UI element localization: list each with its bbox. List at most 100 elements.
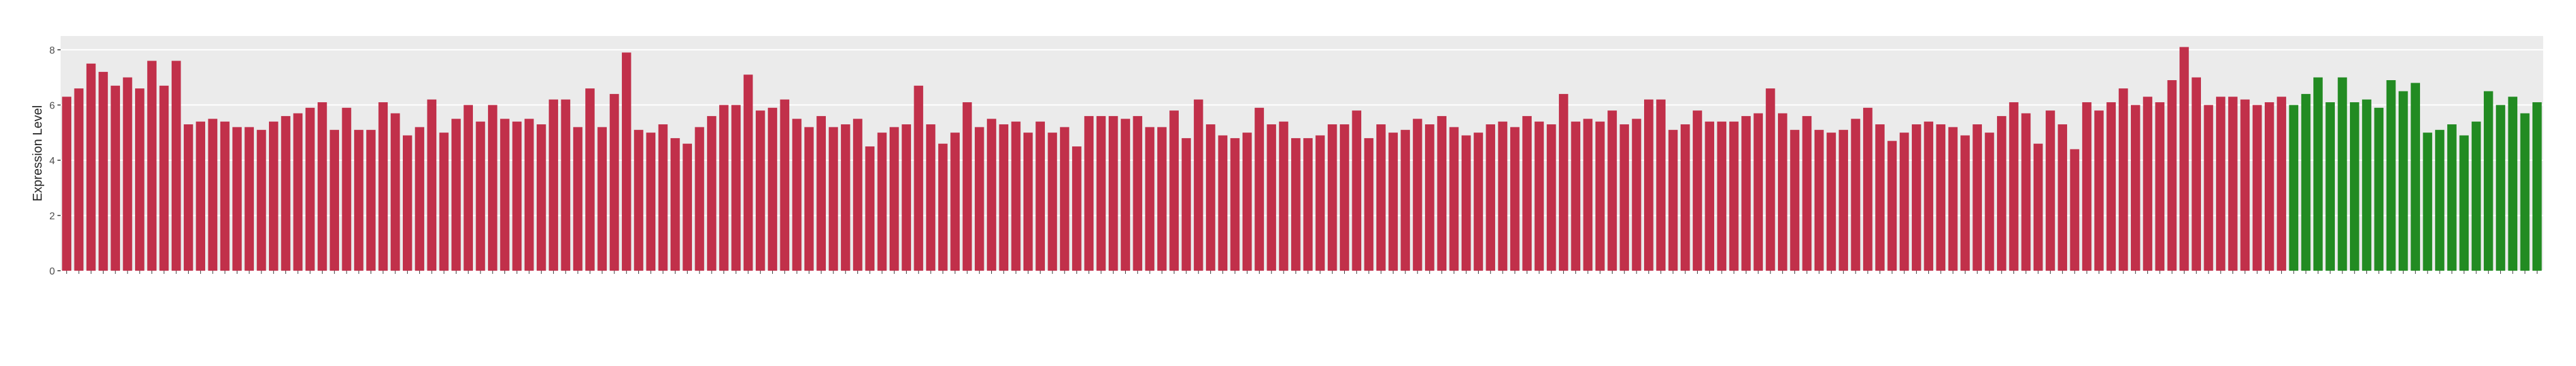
y-axis-label: Expression Level	[31, 105, 45, 201]
bar	[342, 107, 352, 271]
bar	[1474, 133, 1483, 271]
bar	[220, 121, 230, 271]
bar	[184, 124, 193, 271]
y-tick-label: 4	[49, 156, 55, 167]
bar	[1741, 115, 1751, 271]
bar	[1972, 124, 1983, 271]
bar	[1875, 124, 1885, 271]
bar	[2508, 97, 2518, 271]
bar	[755, 110, 765, 271]
bar	[1729, 121, 1739, 271]
bar	[938, 143, 948, 271]
bar	[293, 113, 303, 271]
bar	[305, 107, 315, 271]
bar	[609, 93, 619, 271]
bar	[1412, 119, 1422, 271]
bar	[671, 138, 680, 271]
bar	[1607, 110, 1617, 271]
bar	[1996, 115, 2007, 271]
bar	[1924, 121, 1933, 271]
bar	[1534, 121, 1544, 271]
bar	[2325, 102, 2335, 271]
bar	[2240, 99, 2250, 271]
bar	[2362, 99, 2371, 271]
bar	[1230, 138, 1240, 271]
bar	[1863, 107, 1873, 271]
bar	[2228, 97, 2238, 271]
bar	[2203, 105, 2214, 271]
bar	[1267, 124, 1277, 271]
bar	[1218, 135, 1228, 271]
bar	[122, 77, 133, 271]
bar	[1047, 133, 1058, 271]
bar	[914, 85, 924, 271]
bar	[1559, 93, 1568, 271]
bar	[2423, 133, 2433, 271]
bar	[974, 127, 984, 271]
bar	[1498, 121, 1508, 271]
bar	[1364, 138, 1374, 271]
bar	[1753, 113, 1763, 271]
bar	[62, 97, 71, 271]
bar	[268, 121, 278, 271]
bar	[1011, 121, 1021, 271]
bar	[1400, 129, 1410, 271]
bar	[390, 113, 400, 271]
bar	[1802, 115, 1812, 271]
bar	[232, 127, 242, 271]
bar	[1546, 124, 1556, 271]
bar	[196, 121, 205, 271]
bar	[1449, 127, 1459, 271]
bar	[1291, 138, 1301, 271]
bar	[804, 127, 814, 271]
bar	[987, 119, 996, 271]
bar	[1340, 124, 1349, 271]
bar	[1717, 121, 1727, 271]
bar	[999, 124, 1009, 271]
bar	[1121, 119, 1130, 271]
bar	[926, 124, 936, 271]
bar	[1169, 110, 1179, 271]
y-tick-label: 6	[49, 100, 55, 111]
y-tick-label: 0	[49, 266, 55, 277]
bar	[646, 133, 656, 271]
bar	[2447, 124, 2457, 271]
bar	[2094, 110, 2104, 271]
bar	[1643, 99, 1654, 271]
bar	[402, 135, 412, 271]
bar	[2046, 110, 2055, 271]
bar	[281, 115, 290, 271]
bar	[2058, 124, 2067, 271]
bar	[1571, 121, 1581, 271]
bar	[1206, 124, 1215, 271]
bar	[2471, 121, 2481, 271]
bar	[695, 127, 705, 271]
bar	[792, 119, 802, 271]
bar	[2167, 80, 2177, 271]
bar	[2301, 93, 2311, 271]
bar	[634, 129, 643, 271]
bar	[658, 124, 668, 271]
bar	[731, 105, 741, 271]
bar	[1255, 107, 1264, 271]
bar	[2252, 105, 2262, 271]
bar	[86, 63, 96, 271]
bar	[208, 119, 218, 271]
bar	[2033, 143, 2043, 271]
bar	[2143, 97, 2152, 271]
bar	[1899, 133, 1909, 271]
bar	[2435, 129, 2445, 271]
bar	[451, 119, 461, 271]
bar	[1936, 124, 1946, 271]
bar	[1510, 127, 1520, 271]
bar	[2070, 149, 2080, 271]
bar	[1583, 119, 1593, 271]
bar	[1595, 121, 1605, 271]
bar	[1827, 133, 1836, 271]
plot-panel	[61, 36, 2543, 271]
bar	[2215, 97, 2226, 271]
bar	[1084, 115, 1094, 271]
bar	[1157, 127, 1167, 271]
bar	[719, 105, 729, 271]
bar	[2155, 102, 2165, 271]
